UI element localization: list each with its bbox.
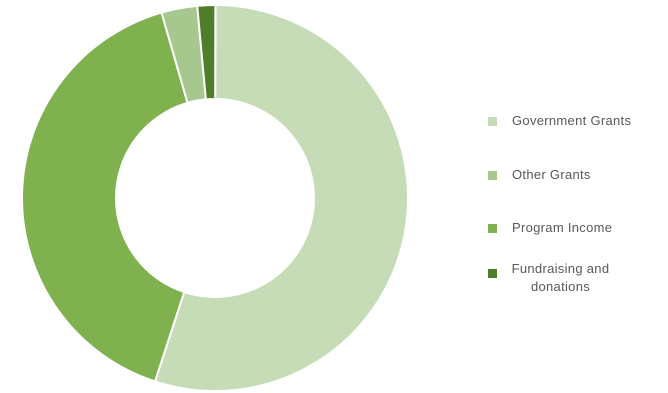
- legend-swatch-other-grants: [488, 171, 497, 180]
- slice-government-grants: [153, 3, 409, 392]
- legend-label-government-grants: Government Grants: [512, 113, 632, 128]
- legend-label-other-grants: Other Grants: [512, 167, 591, 182]
- legend-swatch-government-grants: [488, 117, 497, 126]
- legend-item-program-income: Program Income: [488, 219, 663, 237]
- legend-item-other-grants: Other Grants: [488, 166, 663, 184]
- legend-swatch-fundraising-donations: [488, 269, 497, 278]
- legend-swatch-program-income: [488, 224, 497, 233]
- legend-label-program-income: Program Income: [512, 220, 613, 235]
- legend-item-fundraising-donations: Fundraising and donations: [488, 260, 663, 296]
- legend-label-fundraising-donations: Fundraising and donations: [511, 261, 610, 294]
- legend-item-government-grants: Government Grants: [488, 112, 663, 130]
- slice-program-income: [21, 11, 189, 383]
- slice-fundraising-donations: [196, 4, 217, 101]
